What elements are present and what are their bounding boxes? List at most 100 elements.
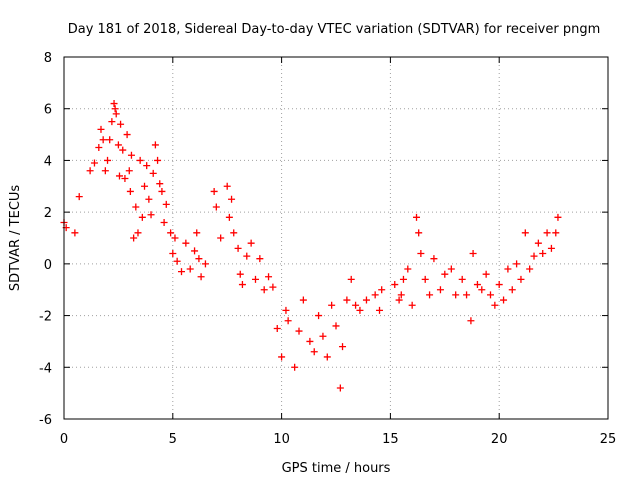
data-point	[534, 239, 542, 247]
data-point	[186, 265, 194, 273]
data-point	[236, 270, 244, 278]
data-point	[191, 247, 199, 255]
data-point	[160, 218, 168, 226]
data-point	[452, 291, 460, 299]
data-point	[543, 229, 551, 237]
data-point	[547, 244, 555, 252]
data-point	[238, 281, 246, 289]
data-point	[447, 265, 455, 273]
data-point	[141, 182, 149, 190]
data-point	[145, 195, 153, 203]
data-point	[156, 180, 164, 188]
data-point	[278, 353, 286, 361]
data-point	[126, 187, 134, 195]
data-point	[508, 286, 516, 294]
data-point	[310, 348, 318, 356]
data-point	[467, 317, 475, 325]
data-point	[265, 273, 273, 281]
x-axis-label: GPS time / hours	[282, 461, 391, 476]
data-point	[408, 301, 416, 309]
data-point	[251, 275, 259, 283]
data-points	[60, 100, 562, 392]
data-point	[376, 306, 384, 314]
data-point	[339, 343, 347, 351]
data-point	[521, 229, 529, 237]
data-point	[500, 296, 508, 304]
data-point	[136, 156, 144, 164]
data-point	[110, 100, 118, 108]
data-point	[210, 187, 218, 195]
x-tick-label: 10	[273, 432, 290, 447]
x-tick-label: 25	[600, 432, 617, 447]
data-point	[228, 195, 236, 203]
data-point	[95, 144, 103, 151]
data-point	[99, 136, 107, 144]
data-point	[473, 281, 481, 289]
data-point	[158, 187, 166, 195]
data-point	[195, 255, 203, 263]
data-point	[347, 275, 355, 283]
data-point	[212, 203, 220, 211]
data-point	[352, 301, 360, 309]
data-point	[173, 257, 181, 265]
data-point	[415, 229, 423, 237]
data-point	[217, 234, 225, 242]
data-point	[125, 167, 133, 175]
data-point	[106, 136, 114, 144]
data-point	[90, 159, 98, 167]
data-point	[71, 229, 79, 237]
data-point	[417, 250, 425, 258]
data-point	[395, 296, 403, 304]
data-point	[539, 250, 547, 258]
data-point	[97, 125, 105, 133]
data-point	[115, 172, 123, 180]
data-point	[197, 273, 205, 281]
data-point	[134, 229, 142, 237]
data-point	[201, 260, 209, 268]
data-point	[247, 239, 255, 247]
x-tick-label: 5	[169, 432, 177, 447]
data-point	[399, 275, 407, 283]
x-tick-label: 15	[382, 432, 399, 447]
y-tick-label: 8	[44, 51, 52, 66]
data-point	[336, 384, 344, 392]
data-point	[108, 118, 116, 126]
data-point	[295, 327, 303, 335]
data-point	[284, 317, 292, 325]
y-tick-label: 4	[44, 154, 52, 169]
data-point	[436, 286, 444, 294]
data-point	[234, 244, 242, 252]
data-point	[404, 265, 412, 273]
data-point	[130, 234, 138, 242]
data-point	[269, 283, 277, 291]
data-point	[75, 193, 83, 201]
data-point	[282, 306, 290, 314]
data-point	[378, 286, 386, 294]
y-tick-label: 0	[44, 258, 52, 273]
data-point	[469, 250, 477, 258]
grid	[64, 57, 608, 419]
data-point	[123, 131, 131, 139]
data-point	[260, 286, 268, 294]
data-point	[111, 105, 119, 113]
data-point	[356, 306, 364, 314]
plot-frame	[63, 56, 609, 420]
data-point	[154, 156, 162, 164]
data-point	[513, 260, 521, 268]
data-point	[478, 286, 486, 294]
data-point	[138, 213, 146, 221]
data-point	[225, 213, 233, 221]
data-point	[463, 291, 471, 299]
data-point	[86, 167, 94, 175]
data-point	[162, 200, 170, 208]
data-point	[397, 291, 405, 299]
data-point	[256, 255, 264, 263]
data-point	[362, 296, 370, 304]
data-point	[554, 213, 562, 221]
data-point	[230, 229, 238, 237]
chart-title: Day 181 of 2018, Sidereal Day-to-day VTE…	[68, 22, 601, 37]
data-point	[391, 281, 399, 289]
data-point	[171, 234, 179, 242]
data-point	[441, 270, 449, 278]
